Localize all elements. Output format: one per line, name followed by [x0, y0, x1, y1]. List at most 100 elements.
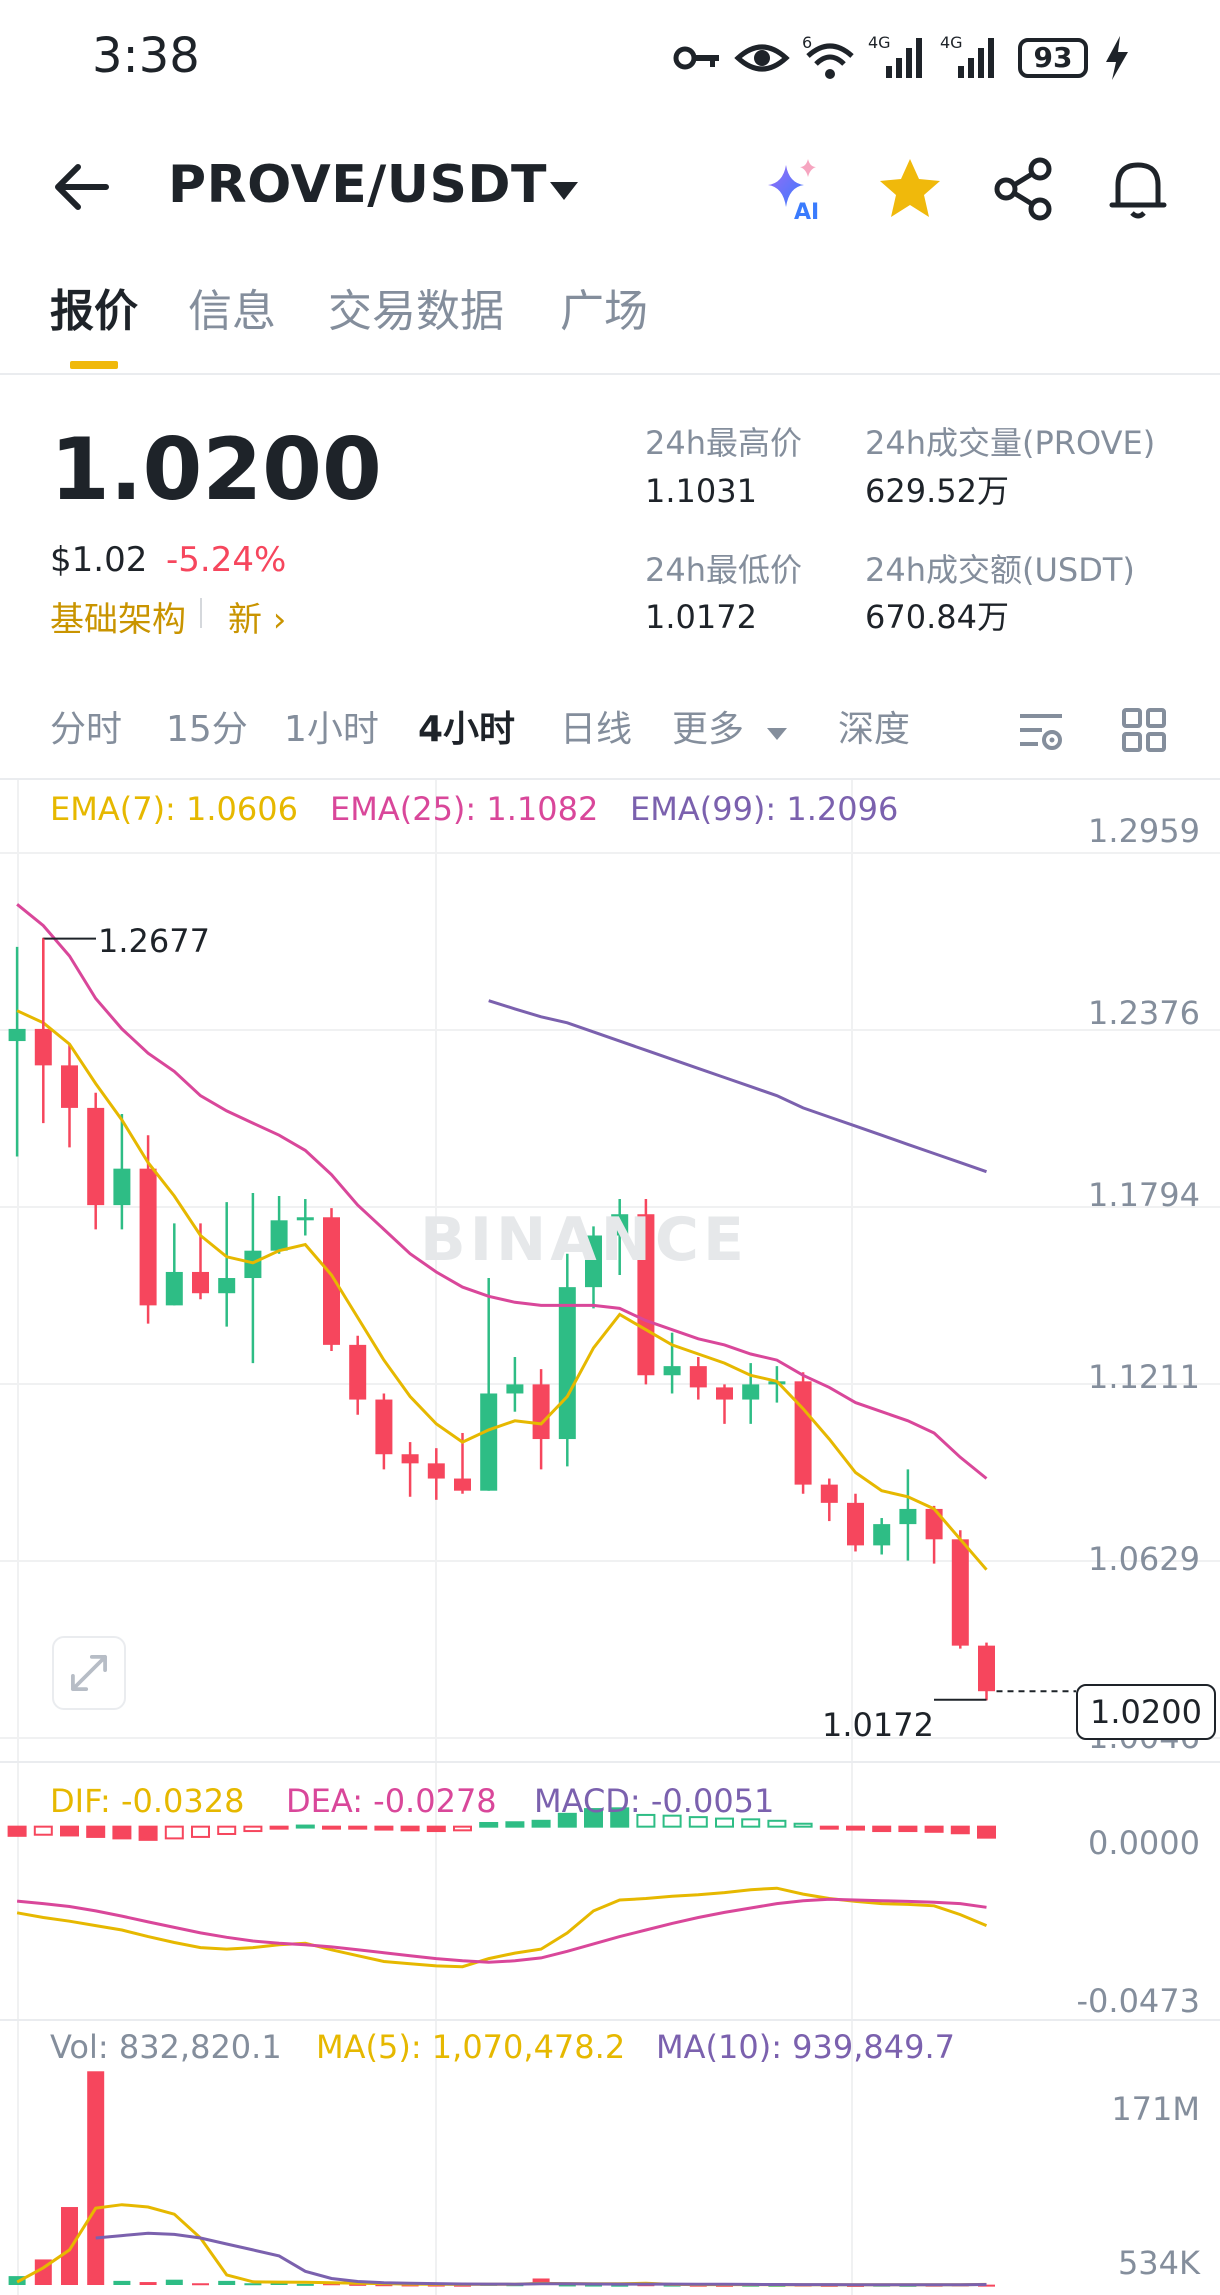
macd-bar — [479, 1821, 499, 1828]
macd-bar — [33, 1825, 53, 1836]
candle-body — [820, 1484, 838, 1503]
macd-bar — [112, 1825, 132, 1840]
ema-lines-layer — [16, 903, 1076, 1701]
vol-ma10-line — [95, 2231, 987, 2287]
share-icon[interactable] — [990, 155, 1058, 223]
volume-bar — [558, 2284, 576, 2287]
volume-bar — [375, 2284, 393, 2287]
candle-body — [244, 1250, 262, 1279]
chevron-down-icon[interactable] — [548, 180, 580, 202]
star-icon[interactable] — [876, 155, 944, 223]
grid-icon[interactable] — [1120, 706, 1170, 756]
candle-body — [349, 1344, 367, 1400]
ai-label: AI — [794, 200, 819, 223]
macd-bar — [164, 1825, 184, 1840]
key-icon — [673, 46, 719, 70]
interval-timeline[interactable]: 分时 — [50, 709, 123, 750]
macd-layer — [7, 1807, 996, 1969]
expand-icon[interactable] — [52, 1636, 126, 1710]
volume-bar — [87, 2071, 105, 2285]
volume-bar — [296, 2283, 314, 2286]
wifi-label: 6 — [802, 33, 812, 52]
ema7-line — [16, 1009, 988, 1571]
dif-legend: DIF: -0.0328 — [50, 1782, 245, 1820]
back-arrow-icon[interactable] — [50, 155, 114, 219]
candle-body — [323, 1217, 340, 1345]
usd-price: $1.02 — [50, 540, 148, 580]
macd-bar — [191, 1825, 210, 1838]
y-tick-2: 1.2376 — [1088, 994, 1200, 1032]
dea-line — [16, 1897, 987, 1964]
macd-bar — [505, 1821, 525, 1828]
macd-bar — [400, 1825, 420, 1832]
chevron-down-icon[interactable] — [765, 726, 789, 742]
new-tag[interactable]: 新 › — [228, 600, 287, 640]
low-value: 1.0172 — [645, 598, 757, 636]
category-tag[interactable]: 基础架构 — [50, 600, 186, 640]
volume-bar — [192, 2283, 209, 2286]
macd-bar — [269, 1825, 289, 1830]
interval-1d[interactable]: 日线 — [560, 709, 633, 750]
candle-body — [139, 1168, 157, 1306]
high-label: 24h最高价 — [645, 424, 803, 462]
bell-icon[interactable] — [1104, 155, 1172, 223]
y-tick-3: 1.1794 — [1088, 1176, 1200, 1214]
high-marker-label: 1.2677 — [98, 922, 210, 960]
ema25-line — [16, 903, 988, 1480]
candle-body — [689, 1366, 707, 1388]
macd-bar — [584, 1808, 603, 1828]
dif-line — [16, 1886, 988, 1969]
macd-legend: MACD: -0.0051 — [534, 1782, 775, 1820]
macd-bar — [426, 1825, 446, 1833]
vol-legend: Vol: 832,820.1 — [50, 2028, 282, 2066]
candle-body — [61, 1065, 78, 1108]
volume-bar — [532, 2278, 550, 2285]
tab-trading-data[interactable]: 交易数据 — [328, 286, 504, 337]
interval-more[interactable]: 更多 — [672, 709, 745, 750]
macd-bar — [295, 1824, 315, 1829]
macd-bar — [7, 1825, 27, 1837]
candle-body — [742, 1384, 760, 1400]
candle-body — [87, 1107, 105, 1206]
ema7-legend: EMA(7): 1.0606 — [50, 790, 298, 828]
current-price-label[interactable]: 1.0200 — [1076, 1684, 1216, 1740]
macd-bar — [610, 1807, 630, 1828]
low-label: 24h最低价 — [645, 551, 803, 589]
tab-quote[interactable]: 报价 — [50, 286, 138, 337]
interval-depth[interactable]: 深度 — [838, 709, 911, 750]
tab-square[interactable]: 广场 — [560, 286, 648, 337]
volume-label: 24h成交量(PROVE) — [865, 424, 1156, 462]
candle-body — [873, 1524, 891, 1546]
macd-bar — [243, 1825, 263, 1833]
pair-title[interactable]: PROVE/USDT — [168, 155, 548, 215]
last-price: 1.0200 — [50, 420, 382, 520]
y-tick-5: 1.0629 — [1088, 1540, 1200, 1578]
macd-bar — [348, 1825, 368, 1830]
charging-icon — [1106, 36, 1128, 80]
price-chart[interactable] — [0, 780, 1220, 2295]
candle-body — [480, 1393, 498, 1491]
candle-body — [637, 1214, 655, 1376]
vol-tick-2: 534K — [1117, 2244, 1200, 2282]
tag-divider — [200, 598, 202, 628]
interval-1h[interactable]: 1小时 — [284, 709, 379, 750]
macd-bar — [898, 1825, 918, 1833]
interval-4h[interactable]: 4小时 — [418, 709, 516, 750]
chart-settings-icon[interactable] — [1016, 706, 1066, 756]
macd-bar — [531, 1819, 551, 1828]
interval-15m[interactable]: 15分 — [166, 709, 248, 750]
candle-body — [532, 1384, 550, 1440]
tab-info[interactable]: 信息 — [188, 286, 276, 337]
candle-body — [165, 1271, 183, 1306]
amount-value: 670.84万 — [865, 598, 1009, 636]
candle-body — [611, 1214, 629, 1236]
macd-bar — [872, 1825, 892, 1833]
candles-layer — [8, 937, 995, 1701]
battery-icon: 93 — [1018, 38, 1088, 78]
candle-body — [794, 1381, 812, 1485]
status-time: 3:38 — [92, 28, 200, 84]
ai-sparkle-icon[interactable]: AI — [764, 155, 832, 223]
macd-bar — [217, 1825, 237, 1835]
candle-body — [296, 1217, 314, 1221]
macd-bar — [950, 1825, 970, 1835]
